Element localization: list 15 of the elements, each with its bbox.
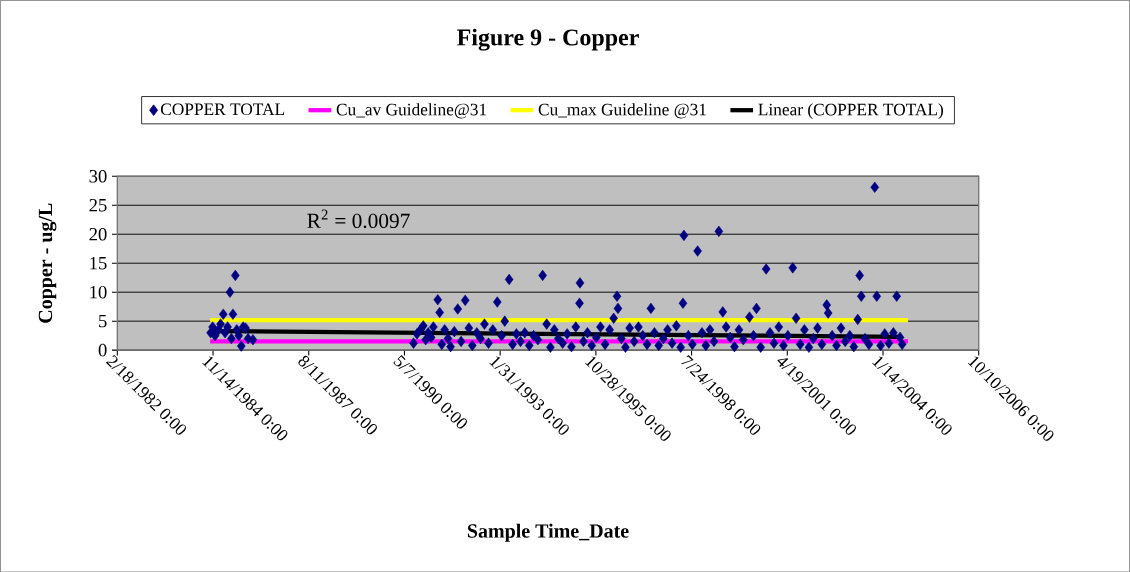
y-tick-label: 25 [89, 198, 107, 212]
y-tick-label: 5 [99, 314, 107, 328]
y-tick-label: 10 [90, 285, 107, 299]
y-axis-title: Copper - ug/L [38, 203, 57, 323]
legend-label: Cu_av Guideline@31 [336, 103, 487, 119]
chart-title: Figure 9 - Copper [457, 28, 639, 51]
y-tick-label: 30 [89, 169, 107, 183]
y-tick-label: 20 [89, 227, 107, 241]
legend-label: COPPER TOTAL [160, 103, 285, 115]
y-tick-label: 15 [90, 256, 107, 270]
x-axis-title: Sample Time_Date [467, 523, 629, 542]
legend-label: Linear (COPPER TOTAL) [758, 103, 944, 119]
annotation: R$^{2}$ = 0.0097 [307, 209, 410, 228]
y-tick-label: 0 [98, 343, 107, 357]
legend-label: Cu_max Guideline @31 [538, 103, 706, 119]
